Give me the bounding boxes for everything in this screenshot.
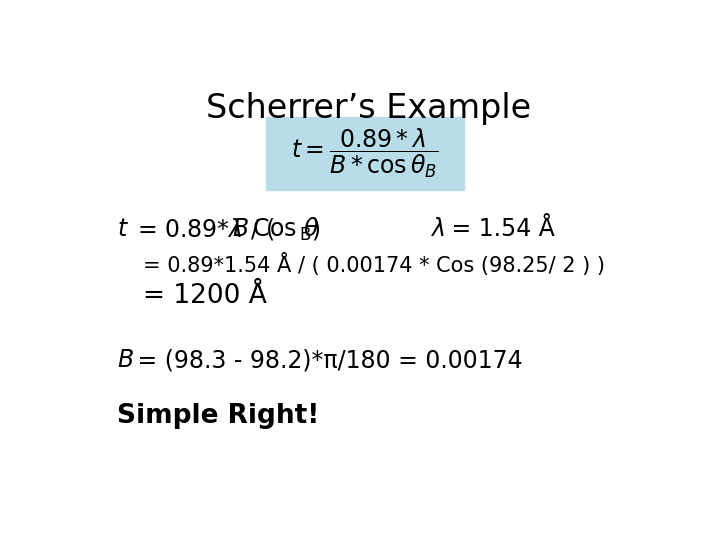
FancyBboxPatch shape bbox=[266, 117, 464, 190]
Text: = 0.89*$\lambda$ / (: = 0.89*$\lambda$ / ( bbox=[130, 216, 275, 242]
Text: ): ) bbox=[311, 217, 320, 241]
Text: = 1200 Å: = 1200 Å bbox=[143, 282, 267, 308]
Text: $B$: $B$ bbox=[233, 217, 249, 241]
Text: = 1.54 Å: = 1.54 Å bbox=[444, 217, 555, 241]
Text: $t$: $t$ bbox=[117, 217, 129, 241]
Text: = 0.89*1.54 Å / ( 0.00174 * Cos (98.25/ 2 ) ): = 0.89*1.54 Å / ( 0.00174 * Cos (98.25/ … bbox=[143, 253, 605, 276]
Text: = (98.3 - 98.2)*π/180 = 0.00174: = (98.3 - 98.2)*π/180 = 0.00174 bbox=[130, 348, 523, 372]
Text: $\lambda$: $\lambda$ bbox=[431, 217, 445, 241]
Text: Cos $\theta$: Cos $\theta$ bbox=[245, 217, 319, 241]
Text: $t = \dfrac{0.89 * \lambda}{B * \cos\theta_B}$: $t = \dfrac{0.89 * \lambda}{B * \cos\the… bbox=[291, 126, 438, 180]
Text: Simple Right!: Simple Right! bbox=[117, 403, 319, 429]
Text: $B$: $B$ bbox=[117, 348, 133, 372]
Text: Scherrer’s Example: Scherrer’s Example bbox=[207, 92, 531, 125]
Text: B: B bbox=[300, 226, 310, 244]
